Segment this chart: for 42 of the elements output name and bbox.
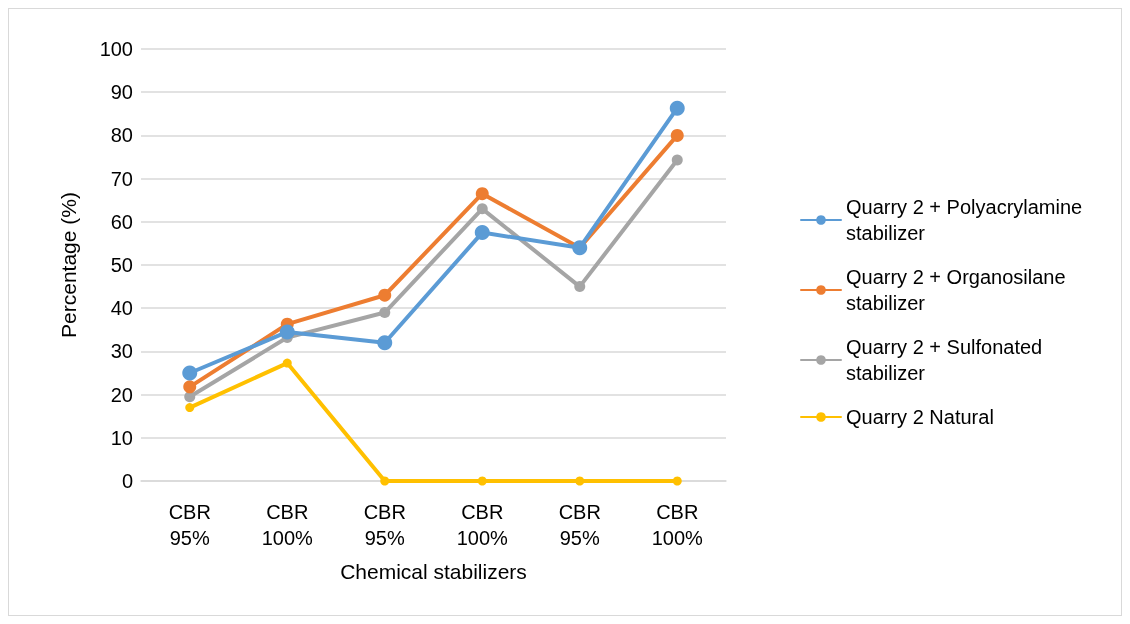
- point: [672, 476, 682, 486]
- point: [279, 324, 295, 340]
- x-tick-label: CBR 100%: [261, 501, 314, 549]
- point: [575, 476, 585, 486]
- point: [574, 281, 586, 293]
- y-tick-label: 100: [99, 38, 133, 60]
- y-tick-label: 20: [110, 383, 133, 406]
- point: [185, 403, 195, 413]
- point: [380, 476, 390, 486]
- point: [475, 187, 489, 201]
- legend-label: Quarry 2 + Sulfonated stabilizer: [846, 336, 1048, 384]
- y-tick-label: 40: [110, 297, 133, 320]
- y-tick-label: 70: [110, 167, 133, 190]
- y-tick-label: 90: [110, 81, 133, 104]
- point: [477, 476, 487, 486]
- point: [182, 365, 198, 381]
- y-tick-label: 60: [110, 210, 133, 233]
- x-tick-label: CBR 95%: [558, 501, 601, 549]
- point: [476, 203, 488, 215]
- x-axis-title: Chemical stabilizers: [340, 560, 527, 583]
- point: [282, 358, 292, 368]
- legend-label: Quarry 2 + Polyacrylamine stabilizer: [846, 196, 1088, 244]
- y-tick-label: 0: [121, 470, 133, 492]
- y-tick-label: 50: [110, 254, 133, 276]
- legend-label: Quarry 2 Natural: [846, 406, 994, 428]
- point: [379, 307, 391, 319]
- point: [377, 335, 393, 351]
- point: [671, 154, 683, 166]
- legend-label: Quarry 2 + Organosilane stabilizer: [846, 266, 1072, 314]
- point: [183, 380, 197, 394]
- x-tick-label: CBR 100%: [456, 501, 509, 549]
- point: [669, 100, 685, 116]
- point: [474, 225, 490, 241]
- point: [378, 288, 392, 302]
- y-tick-label: 10: [110, 426, 133, 449]
- y-tick-label: 80: [110, 124, 133, 147]
- y-tick-label: 30: [110, 340, 133, 363]
- x-tick-label: CBR 95%: [363, 501, 406, 549]
- y-axis-title: Percentage (%): [57, 192, 80, 338]
- x-tick-label: CBR 95%: [168, 501, 211, 549]
- x-tick-label: CBR 100%: [651, 501, 704, 549]
- point: [670, 128, 684, 142]
